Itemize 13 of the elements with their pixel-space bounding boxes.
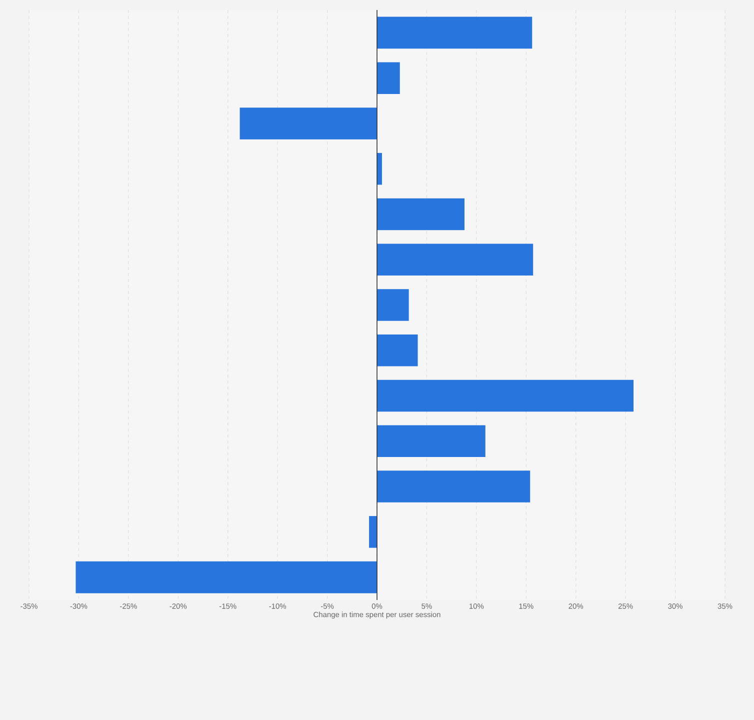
bar (369, 516, 377, 548)
bar (377, 198, 464, 230)
bar (377, 244, 534, 276)
bar (377, 152, 382, 185)
bar (377, 425, 486, 458)
bar (377, 334, 418, 366)
bar (240, 108, 377, 140)
bar (377, 470, 530, 502)
bar (377, 380, 634, 412)
bar (377, 62, 400, 94)
bar (76, 561, 377, 594)
bar (377, 16, 532, 49)
bar (377, 289, 409, 321)
